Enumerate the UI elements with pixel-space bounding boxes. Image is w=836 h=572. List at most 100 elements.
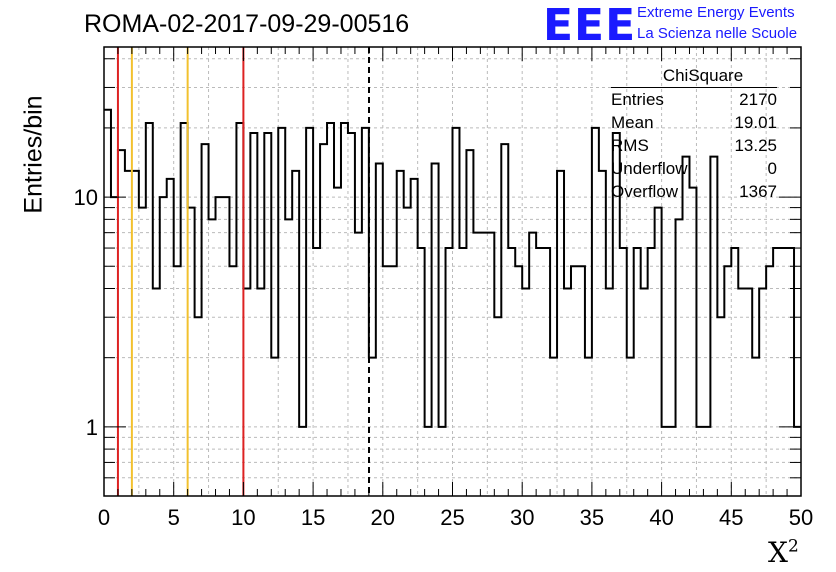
histogram-bin (592, 128, 599, 496)
stats-label: Overflow (611, 182, 679, 201)
histogram-bin (355, 233, 362, 496)
logo-line-1: Extreme Energy Events (637, 4, 795, 21)
stats-label: Entries (611, 90, 664, 109)
histogram-bin (306, 128, 313, 496)
histogram-bin (780, 248, 787, 496)
histogram-bin (453, 128, 460, 496)
histogram-bin (641, 289, 648, 496)
histogram-bin (446, 248, 453, 496)
histogram-bin (564, 289, 571, 496)
histogram-bin (278, 128, 285, 496)
histogram-bin (313, 248, 320, 496)
histogram-bin (648, 248, 655, 496)
stats-title: ChiSquare (662, 66, 744, 85)
histogram-bin (146, 123, 153, 496)
x-tick-label: 0 (98, 505, 110, 530)
histogram-bin (522, 289, 529, 496)
histogram-bin (724, 266, 731, 496)
stats-row-underflow: Underflow 0 (611, 157, 777, 180)
histogram-bin (606, 289, 613, 496)
stats-row-entries: Entries 2170 (611, 88, 777, 111)
stats-label: Underflow (611, 159, 688, 178)
stats-value: 19.01 (734, 113, 777, 132)
histogram-bin (689, 188, 696, 496)
y-tick-label: 10 (74, 185, 98, 210)
histogram-bin (188, 208, 195, 496)
histogram-bin (153, 289, 160, 496)
x-tick-label: 45 (719, 505, 743, 530)
histogram-bin (167, 179, 174, 496)
histogram-bin (487, 233, 494, 496)
stats-row-overflow: Overflow 1367 (611, 180, 777, 203)
histogram-outline (104, 108, 801, 428)
histogram-bin (362, 128, 369, 496)
histogram-bin (634, 248, 641, 496)
x-tick-label: 40 (649, 505, 673, 530)
x-tick-label: 20 (371, 505, 395, 530)
histogram-bin (432, 164, 439, 496)
x-axis-label-sup: 2 (787, 536, 799, 557)
histogram-bin (250, 133, 257, 496)
histogram-bin (655, 208, 662, 496)
histogram-bin (118, 150, 125, 496)
histogram-bin (348, 133, 355, 496)
histogram-bin (383, 266, 390, 496)
histogram-bin (174, 266, 181, 496)
histogram-bin (529, 233, 536, 496)
stats-row-rms: RMS 13.25 (611, 134, 777, 157)
histogram-bin (473, 233, 480, 496)
histogram-bin (578, 266, 585, 496)
histogram-bin (104, 110, 111, 496)
x-tick-label: 35 (580, 505, 604, 530)
stats-row-mean: Mean 19.01 (611, 111, 777, 134)
histogram-bin (773, 248, 780, 496)
stats-value: 13.25 (734, 136, 777, 155)
histogram-bin (341, 123, 348, 496)
stats-label: Mean (611, 113, 654, 132)
chart-title: ROMA-02-2017-09-29-00516 (84, 10, 410, 38)
histogram-bin (717, 317, 724, 496)
x-tick-label: 10 (231, 505, 255, 530)
histogram-bin (216, 197, 223, 496)
x-tick-label: 5 (168, 505, 180, 530)
histogram-bin (390, 266, 397, 496)
histogram-bin (404, 208, 411, 496)
histogram-bin (257, 289, 264, 496)
eee-logo: EEE (543, 0, 637, 51)
histogram-bin (571, 266, 578, 496)
histogram-bin (620, 248, 627, 496)
histogram-bin (264, 133, 271, 496)
histogram-bin (494, 317, 501, 496)
histogram-bin (731, 248, 738, 496)
logo-line-2: La Scienza nelle Scuole (637, 25, 798, 42)
y-axis-label: Entries/bin (19, 95, 48, 214)
histogram-bin (459, 248, 466, 496)
stats-divider (611, 87, 777, 88)
histogram-bin (181, 123, 188, 496)
x-tick-label: 50 (789, 505, 813, 530)
histogram-bin (480, 233, 487, 496)
histogram-bin (745, 289, 752, 496)
histogram-bin (543, 248, 550, 496)
histogram-bin (195, 317, 202, 496)
histogram-bin (111, 197, 118, 496)
stats-value: 1367 (739, 182, 777, 201)
histogram-bin (515, 266, 522, 496)
histogram-bin (411, 179, 418, 496)
histogram-bin (229, 266, 236, 496)
histogram-bin (160, 197, 167, 496)
histogram-bin (139, 208, 146, 496)
histogram-bin (738, 289, 745, 496)
histogram-bin (334, 188, 341, 496)
histogram-bin (536, 248, 543, 496)
histogram-bin (766, 266, 773, 496)
histogram-bin (243, 289, 250, 496)
histogram-bin (508, 248, 515, 496)
histogram-bin (376, 164, 383, 496)
histogram-bin (759, 289, 766, 496)
histogram-bin (466, 150, 473, 496)
stats-label: RMS (611, 136, 649, 155)
x-axis-label-base: X (768, 536, 788, 569)
histogram-bin (327, 123, 334, 496)
